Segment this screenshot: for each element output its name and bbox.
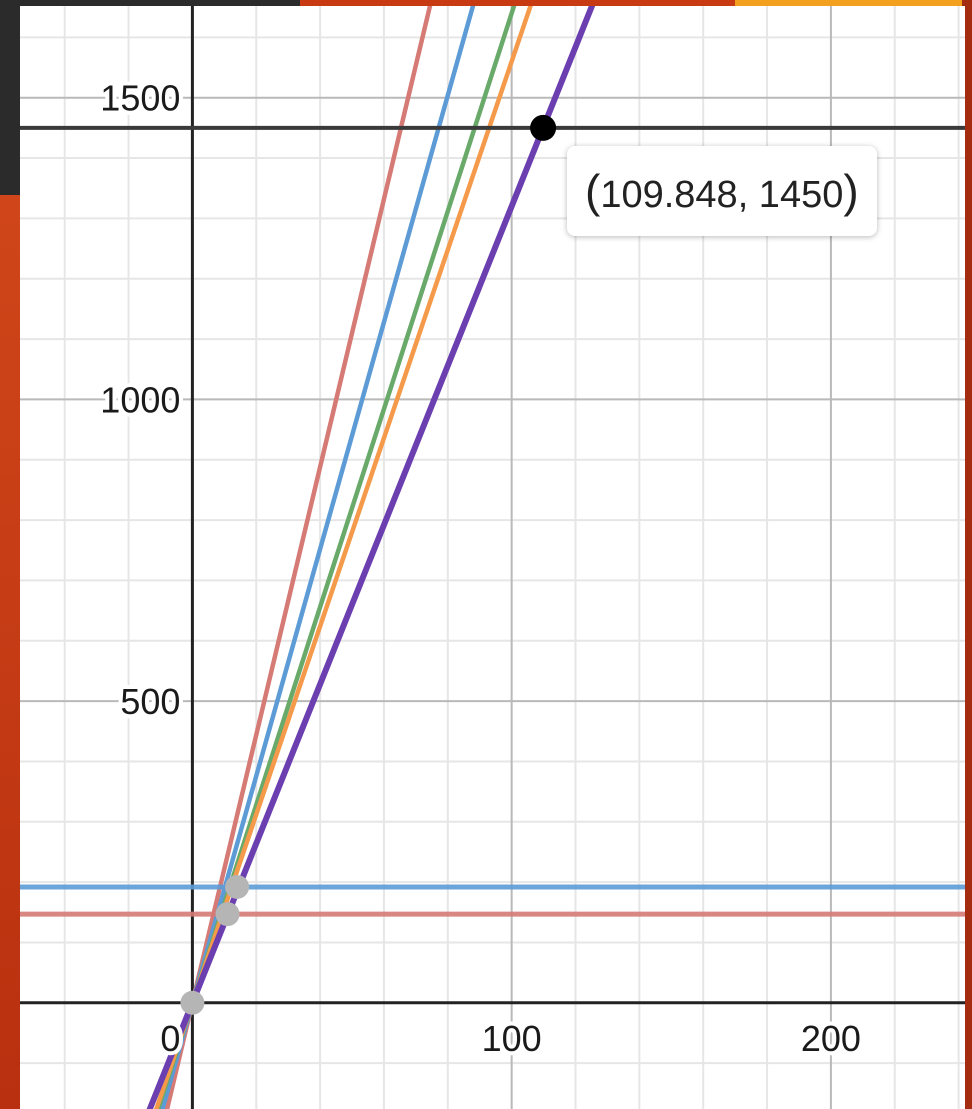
x-tick-label-0-halo: 0 (160, 1018, 180, 1059)
graph-panel[interactable]: 500 500 1000 1000 1500 1500 0 0 100 100 200 200 (10… (20, 6, 965, 1109)
background-right-edge (962, 0, 972, 1109)
series-line-3 (154, 6, 533, 1109)
x-tick-label-0: 0 (160, 1018, 180, 1059)
y-tick-label-1500: 1500 (100, 78, 180, 119)
y-tick-label-1000: 1000 (100, 379, 180, 420)
data-point-3[interactable] (530, 114, 557, 141)
series-line-4 (146, 6, 596, 1109)
y-tick-label-500: 500 (120, 681, 180, 722)
x-tick-label-100-halo: 100 (482, 1018, 542, 1059)
y-tick-label-1000-halo: 1000 (100, 379, 180, 420)
y-tick-label-1500-halo: 1500 (100, 78, 180, 119)
data-point-2[interactable] (225, 874, 250, 899)
series-lines (20, 6, 965, 1109)
y-tick-label-500-halo: 500 (120, 681, 180, 722)
data-point-0[interactable] (180, 990, 205, 1015)
label-close-paren: ) (843, 165, 859, 217)
x-tick-label-200-halo: 200 (801, 1018, 861, 1059)
background-orange-panel (0, 195, 20, 1109)
series-line-1 (160, 6, 476, 1109)
x-tick-label-200: 200 (801, 1018, 861, 1059)
axes (20, 6, 965, 1109)
data-point-1[interactable] (215, 902, 240, 927)
x-tick-label-100: 100 (482, 1018, 542, 1059)
label-open-paren: ( (585, 165, 601, 217)
series-line-0 (164, 6, 433, 1109)
data-points[interactable] (180, 114, 557, 1015)
label-coordinates: 109.848, 1450 (600, 174, 844, 216)
point-coordinate-label: (109.848, 1450) (567, 146, 877, 236)
